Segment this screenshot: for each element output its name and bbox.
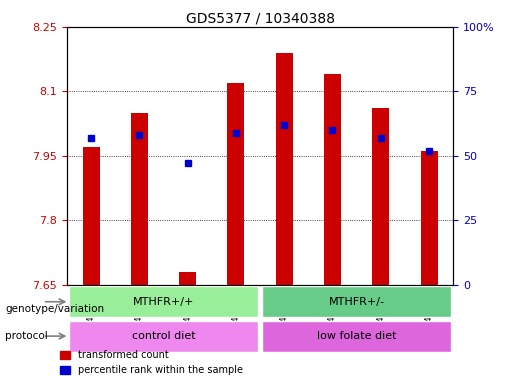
Text: MTHFR+/+: MTHFR+/+ bbox=[133, 297, 194, 307]
FancyBboxPatch shape bbox=[70, 321, 258, 352]
Text: MTHFR+/-: MTHFR+/- bbox=[329, 297, 385, 307]
Bar bbox=[372, 108, 389, 285]
Bar bbox=[276, 53, 293, 285]
Bar bbox=[421, 151, 438, 285]
FancyBboxPatch shape bbox=[70, 286, 258, 317]
FancyBboxPatch shape bbox=[263, 286, 451, 317]
Text: control diet: control diet bbox=[132, 331, 195, 341]
Text: low folate diet: low folate diet bbox=[317, 331, 397, 341]
Bar bbox=[131, 113, 148, 285]
Text: protocol: protocol bbox=[5, 331, 48, 341]
Legend: transformed count, percentile rank within the sample: transformed count, percentile rank withi… bbox=[56, 346, 247, 379]
Bar bbox=[179, 272, 196, 285]
Bar bbox=[228, 83, 245, 285]
FancyBboxPatch shape bbox=[263, 321, 451, 352]
Bar bbox=[82, 147, 99, 285]
Text: genotype/variation: genotype/variation bbox=[5, 304, 104, 314]
Title: GDS5377 / 10340388: GDS5377 / 10340388 bbox=[185, 12, 335, 26]
Bar bbox=[324, 74, 341, 285]
